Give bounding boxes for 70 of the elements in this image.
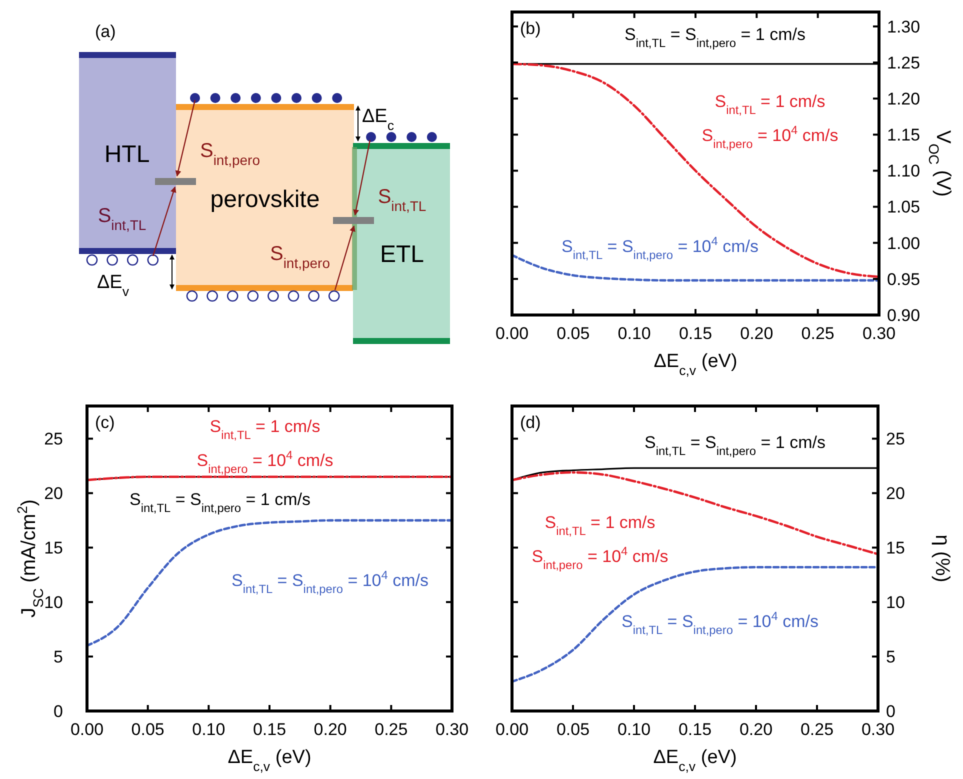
text: S$_{int,TL}$ = 1 cm/s S$_{int,pero}$ = 10$^{4}$ cm/s [702,92,838,151]
x-tick-label: 0.15 [678,720,712,739]
text: S$_{int,pero}$ [270,243,330,271]
text: ΔE$_{c}$ [362,106,394,132]
y2-tick-label: 15 [886,538,905,558]
line-series [87,519,452,647]
x-tick-label: 0.05 [556,720,590,739]
x-tick-label: 0.00 [70,720,104,739]
y2-tick-label: 1.10 [887,162,920,181]
text: S$_{int,pero}$ [200,140,260,168]
series-label: S$_{int,TL}$ = S$_{int,pero}$ = 10$^{4}$ cm/s [621,609,819,637]
x-tick-label: 0.25 [801,324,834,343]
y2-tick-label: 5 [886,647,896,666]
x-tick-label: 0.10 [617,720,651,739]
x-tick-label: 0.10 [192,720,226,739]
y2-tick-label: 1.00 [887,234,920,253]
x-tick-label: 0.15 [252,720,286,739]
text: S$_{int,TL}$ = 1 cm/s S$_{int,pero}$ = 10$^{4}$ cm/s [532,513,668,572]
chart-title: (d) [520,413,541,432]
y2-tick-label: 1.05 [887,198,920,217]
x-tick-label: 0.30 [435,720,469,739]
chart-title: (c) [95,413,115,432]
chart-title: (b) [520,19,541,38]
y2-tick-label: 0.90 [887,306,920,325]
y-tick-label: 20 [44,484,63,504]
x-tick-label: 0.30 [862,324,896,343]
y2-tick-label: 20 [886,484,905,504]
y2-tick-label: 25 [886,430,905,449]
y-tick-label: 5 [54,647,63,666]
y2-tick-label: 1.20 [887,90,920,109]
x-axis-title: ΔE$_{c,v}$ (eV) [653,747,737,774]
x-tick-label: 0.00 [495,720,529,739]
line-series [512,62,879,278]
x-tick-label: 0.25 [800,720,834,739]
text: (a) [95,22,116,41]
text: S$_{int,TL}$ [378,186,426,214]
y-tick-label: 15 [44,538,63,558]
x-tick-label: 0.05 [556,324,590,343]
series-label: S$_{int,TL}$ = S$_{int,pero}$ = 1 cm/s [644,433,826,458]
x-tick-label: 0.30 [861,720,895,739]
x-tick-label: 0.20 [739,720,773,739]
text: HTL [104,141,150,168]
y2-tick-label: 1.15 [887,126,920,145]
y2-tick-label: 10 [886,593,905,612]
y2-tick-label: 1.25 [887,53,920,72]
series-label: S$_{int,TL}$ = S$_{int,pero}$ = 10$^{4}$ cm/s [561,234,759,262]
x-tick-label: 0.20 [740,324,774,343]
text: S$_{int,TL}$ = 1 cm/s S$_{int,pero}$ = 10$^{4}$ cm/s [196,417,334,476]
text: perovskite [210,186,320,213]
x-tick-label: 0.15 [678,324,712,343]
text: ETL [380,241,424,268]
x-tick-label: 0.05 [131,720,164,739]
y-tick-label: 10 [44,593,63,612]
text: S$_{int,TL}$ = S$_{int,pero}$ = 10$^{4}$ cm/s [231,568,429,596]
x-axis-title: ΔE$_{c,v}$ (eV) [228,747,312,774]
text: ΔE$_{v}$ [96,272,130,298]
x-axis-title: ΔE$_{c,v}$ (eV) [654,351,738,378]
series-label: S$_{int,TL}$ = S$_{int,pero}$ = 1 cm/s [130,490,310,515]
x-tick-label: 0.25 [374,720,408,739]
y2-tick-label: 0.95 [887,270,920,289]
y2-tick-label: 0 [886,702,896,721]
y-tick-label: 25 [44,430,63,449]
text: S$_{int,TL}$ [98,205,146,233]
legend-label: S$_{int,TL}$ = S$_{int,pero}$ = 1 cm/s [624,25,806,50]
x-tick-label: 0.00 [495,324,529,343]
y2-axis-title: η (%) [931,534,953,582]
x-tick-label: 0.20 [314,720,347,739]
x-tick-label: 0.10 [618,324,651,343]
y2-tick-label: 1.30 [887,17,920,36]
y-tick-label: 0 [54,702,63,721]
